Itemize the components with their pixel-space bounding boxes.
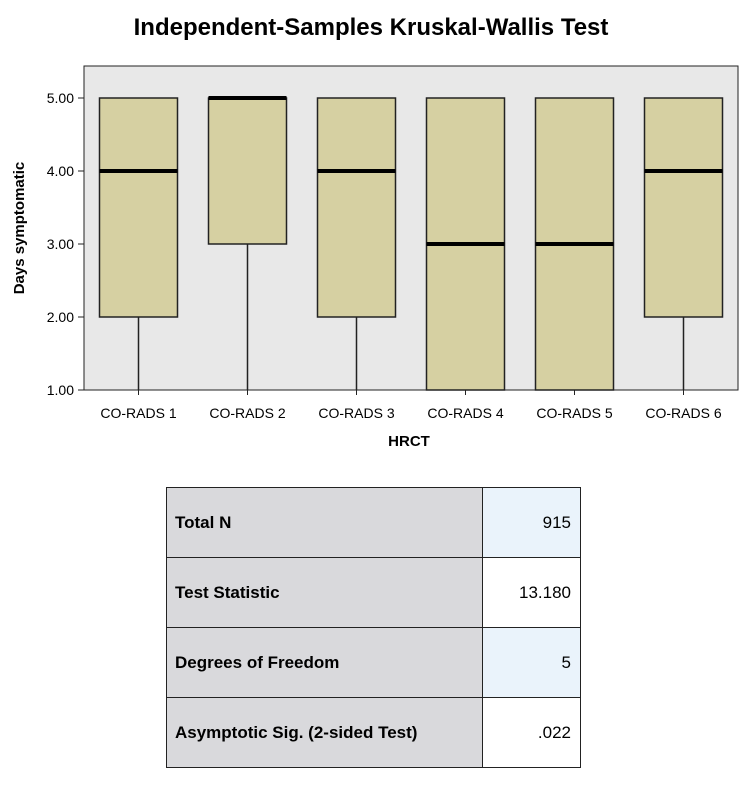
- box-iqr: [316, 97, 397, 318]
- stats-value: 13.180: [482, 557, 581, 628]
- x-axis: CO-RADS 1 CO-RADS 2 CO-RADS 3 CO-RADS 4 CO-R…: [100, 390, 722, 421]
- y-tick-label: 2.00: [47, 309, 74, 325]
- stats-row: Degrees of Freedom 5: [166, 627, 581, 698]
- x-tick-label: CO-RADS 3: [318, 405, 394, 421]
- stats-row: Total N 915: [166, 487, 581, 558]
- stats-value: 5: [482, 627, 581, 698]
- stats-label: Test Statistic: [166, 557, 483, 628]
- box-5: [534, 97, 615, 391]
- stats-row: Test Statistic 13.180: [166, 557, 581, 628]
- stats-label: Degrees of Freedom: [166, 627, 483, 698]
- stats-value: .022: [482, 697, 581, 768]
- x-axis-label: HRCT: [388, 433, 430, 450]
- x-tick-label: CO-RADS 1: [100, 405, 176, 421]
- box-1: [98, 97, 179, 390]
- chart-title: Independent-Samples Kruskal-Wallis Test: [133, 14, 609, 41]
- stats-value: 915: [482, 487, 581, 558]
- stats-label: Total N: [166, 487, 483, 558]
- y-tick-label: 1.00: [47, 382, 74, 398]
- y-axis-label: Days symptomatic: [11, 162, 28, 295]
- stats-row: Asymptotic Sig. (2-sided Test) .022: [166, 697, 581, 768]
- box-2: [207, 96, 288, 390]
- box-iqr: [98, 97, 179, 318]
- plot-area: [83, 65, 739, 391]
- stats-table: Total N 915 Test Statistic 13.180 Degrees of…: [166, 487, 581, 768]
- box-4: [425, 97, 506, 391]
- boxes-group: [98, 96, 724, 391]
- x-tick-label: CO-RADS 2: [209, 405, 285, 421]
- box-iqr: [207, 97, 288, 245]
- x-tick-label: CO-RADS 5: [536, 405, 612, 421]
- box-iqr: [643, 97, 724, 318]
- y-axis: 1.00 2.00 3.00 4.00 5.00: [47, 90, 84, 398]
- y-tick-label: 3.00: [47, 236, 74, 252]
- y-tick-label: 5.00: [47, 90, 74, 106]
- box-3: [316, 97, 397, 390]
- y-tick-label: 4.00: [47, 163, 74, 179]
- x-tick-label: CO-RADS 4: [427, 405, 503, 421]
- box-6: [643, 97, 724, 390]
- stats-label: Asymptotic Sig. (2-sided Test): [166, 697, 483, 768]
- x-tick-label: CO-RADS 6: [645, 405, 721, 421]
